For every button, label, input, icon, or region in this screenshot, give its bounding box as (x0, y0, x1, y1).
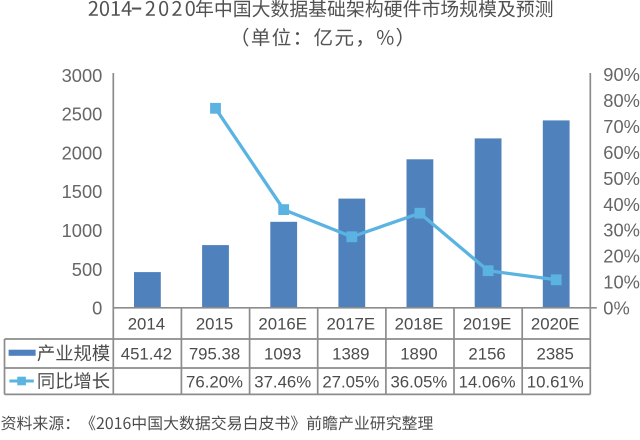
svg-text:40%: 40% (603, 194, 640, 215)
svg-text:10%: 10% (603, 272, 640, 293)
svg-text:2014: 2014 (128, 315, 165, 334)
svg-text:76.20%: 76.20% (186, 372, 243, 391)
svg-text:3000: 3000 (62, 65, 103, 86)
svg-text:37.46%: 37.46% (254, 372, 311, 391)
svg-text:0%: 0% (603, 297, 629, 318)
svg-text:2156: 2156 (468, 345, 505, 364)
svg-text:795.38: 795.38 (189, 345, 240, 364)
svg-text:70%: 70% (603, 116, 640, 137)
svg-text:80%: 80% (603, 90, 640, 111)
svg-text:10.61%: 10.61% (527, 372, 584, 391)
svg-text:50%: 50% (603, 168, 640, 189)
svg-text:1890: 1890 (400, 345, 437, 364)
svg-text:2019E: 2019E (463, 315, 512, 334)
svg-text:2015: 2015 (196, 315, 233, 334)
svg-text:1500: 1500 (62, 181, 103, 202)
svg-text:2020E: 2020E (531, 315, 580, 334)
svg-text:2000: 2000 (62, 142, 103, 163)
svg-text:30%: 30% (603, 220, 640, 241)
svg-text:27.05%: 27.05% (322, 372, 379, 391)
svg-text:2385: 2385 (537, 345, 574, 364)
svg-text:1389: 1389 (332, 345, 369, 364)
svg-text:1093: 1093 (264, 345, 301, 364)
svg-text:36.05%: 36.05% (390, 372, 447, 391)
svg-text:90%: 90% (603, 64, 640, 85)
svg-text:0: 0 (92, 298, 102, 319)
svg-text:20%: 20% (603, 246, 640, 267)
svg-text:2500: 2500 (62, 104, 103, 125)
svg-text:2017E: 2017E (327, 315, 376, 334)
svg-text:60%: 60% (603, 142, 640, 163)
svg-text:1000: 1000 (62, 220, 103, 241)
svg-text:500: 500 (72, 259, 103, 280)
svg-text:2016E: 2016E (258, 315, 307, 334)
svg-text:2018E: 2018E (395, 315, 444, 334)
svg-text:14.06%: 14.06% (459, 372, 516, 391)
svg-text:451.42: 451.42 (121, 345, 172, 364)
